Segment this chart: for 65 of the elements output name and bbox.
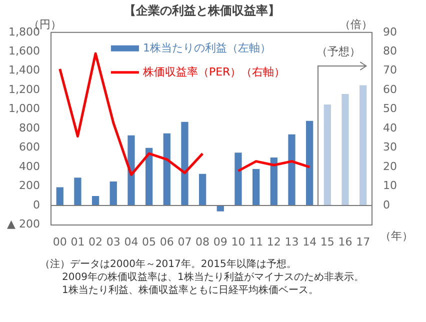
- y2-tick-label: 40: [383, 121, 398, 134]
- bar: [56, 187, 64, 206]
- x-tick-label: 09: [213, 235, 228, 248]
- annotation: （予想）: [316, 44, 360, 60]
- bar: [163, 133, 170, 206]
- y-tick-label: ▲ 200: [7, 218, 40, 231]
- x-tick-label: 08: [196, 235, 210, 248]
- x-tick-label: 17: [356, 235, 370, 248]
- y2-tick-label: 70: [383, 64, 398, 77]
- bar: [110, 182, 117, 206]
- text: （注）データは2000年～2017年。2015年以降は予想。: [40, 258, 298, 271]
- x-tick-label: 14: [302, 235, 317, 248]
- y2-tick-label: 90: [383, 25, 398, 38]
- y-tick-label: 1,600: [8, 44, 40, 58]
- y2-tick-label: 20: [383, 160, 398, 173]
- bar: [324, 104, 331, 206]
- bar: [216, 206, 224, 212]
- y-tick-label: 400: [18, 160, 40, 173]
- y2-tick-label: 50: [383, 102, 398, 116]
- chart-title: 【企業の利益と株価収益率】: [124, 3, 280, 18]
- y-tick-label: 600: [18, 140, 40, 154]
- x-tick-label: 12: [266, 235, 281, 248]
- x-axis-title: （年）: [380, 230, 414, 243]
- y-tick-label: 0: [32, 198, 40, 212]
- x-tick-label: 00: [52, 235, 67, 248]
- y2-tick-label: 10: [383, 179, 398, 192]
- x-tick-label: 02: [88, 235, 103, 248]
- x-tick-label: 07: [178, 235, 192, 248]
- x-tick-label: 06: [160, 235, 174, 248]
- x-tick-label: 15: [320, 235, 334, 248]
- y-tick-label: 800: [18, 121, 40, 134]
- x-tick-label: 11: [249, 235, 264, 248]
- bar: [270, 157, 278, 206]
- x-tick-label: 01: [70, 235, 85, 248]
- x-tick-label: 10: [231, 235, 246, 248]
- y-tick-label: 1,400: [8, 64, 40, 77]
- bar: [145, 148, 153, 206]
- bar: [181, 122, 188, 206]
- y2-tick-label: 60: [383, 82, 398, 96]
- legend-label: 株価収益率（PER）（右軸）: [142, 65, 286, 78]
- text: 1株当たり利益、株価収益率ともに日経平均株価ベース。: [61, 284, 320, 297]
- x-tick-label: 04: [124, 235, 138, 248]
- y-tick-label: 1,000: [8, 102, 40, 116]
- x-tick-label: 05: [142, 235, 156, 248]
- y2-tick-label: 30: [383, 140, 398, 154]
- y-tick-label: 1,200: [8, 82, 40, 96]
- text: 2009年の株価収益率は、1株当たり利益がマイナスのため非表示。: [61, 271, 364, 284]
- bar: [360, 85, 367, 206]
- y2-axis-title: （倍）: [340, 18, 373, 31]
- bar: [306, 120, 314, 206]
- bar: [234, 152, 242, 206]
- legend-label: 1株当たりの利益（左軸）: [142, 41, 271, 54]
- x-tick-label: 16: [338, 235, 352, 248]
- y2-tick-label: 0: [383, 198, 390, 212]
- bar: [198, 174, 206, 206]
- bar: [252, 169, 260, 206]
- x-tick-label: 03: [106, 235, 120, 248]
- bar: [288, 134, 296, 206]
- y-tick-label: 200: [18, 179, 40, 192]
- y2-tick-label: 80: [383, 44, 398, 58]
- bar: [342, 94, 349, 206]
- bar: [74, 178, 82, 206]
- x-tick-label: 13: [284, 235, 299, 248]
- bar: [92, 196, 100, 206]
- bar: [128, 135, 135, 206]
